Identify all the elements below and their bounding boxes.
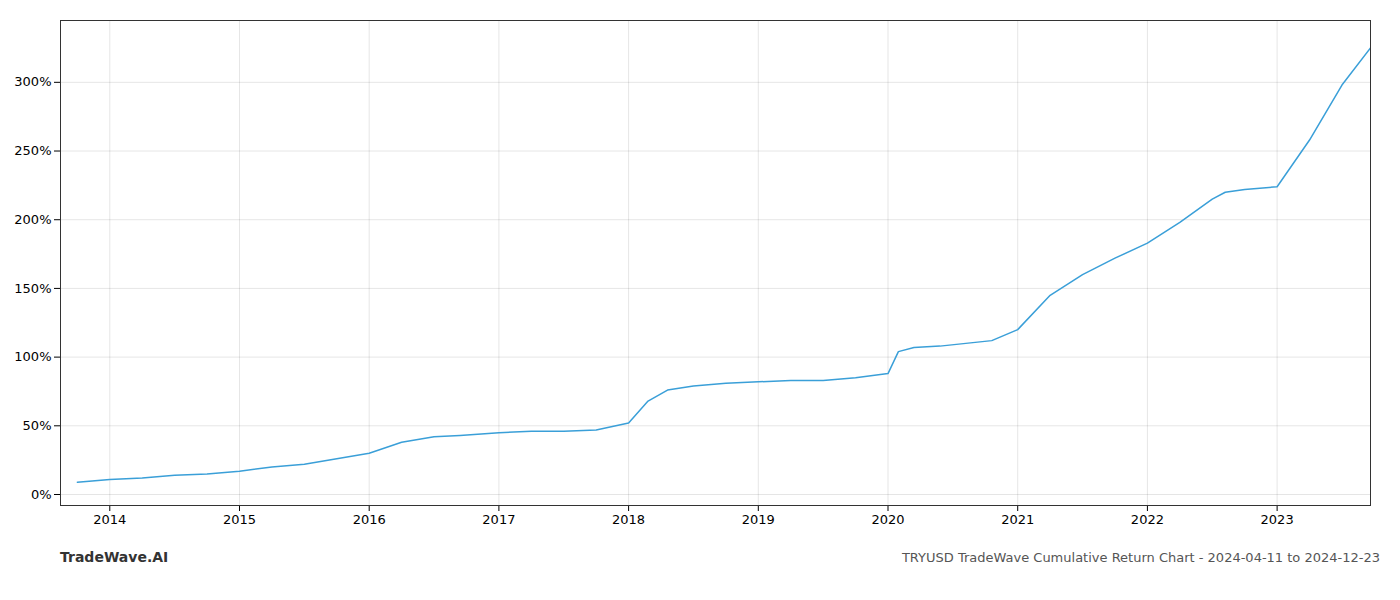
svg-text:50%: 50%: [23, 418, 52, 433]
svg-text:2017: 2017: [482, 512, 515, 527]
svg-text:250%: 250%: [14, 143, 51, 158]
svg-text:2014: 2014: [93, 512, 126, 527]
html-text:TradeWave.AI: TradeWave.AI: [60, 549, 169, 565]
svg-text:150%: 150%: [14, 281, 51, 296]
svg-text:2022: 2022: [1131, 512, 1164, 527]
svg-text:2018: 2018: [612, 512, 645, 527]
svg-text:0%: 0%: [31, 487, 52, 502]
svg-text:2023: 2023: [1261, 512, 1294, 527]
svg-text:2015: 2015: [223, 512, 256, 527]
svg-text:2020: 2020: [871, 512, 904, 527]
svg-text:300%: 300%: [14, 74, 51, 89]
svg-text:2021: 2021: [1001, 512, 1034, 527]
svg-text:2019: 2019: [742, 512, 775, 527]
svg-text:2016: 2016: [353, 512, 386, 527]
svg-text:200%: 200%: [14, 212, 51, 227]
svg-text:100%: 100%: [14, 349, 51, 364]
html-text:TRYUSD TradeWave Cumulative Re: TRYUSD TradeWave Cumulative Return Chart…: [901, 550, 1380, 565]
